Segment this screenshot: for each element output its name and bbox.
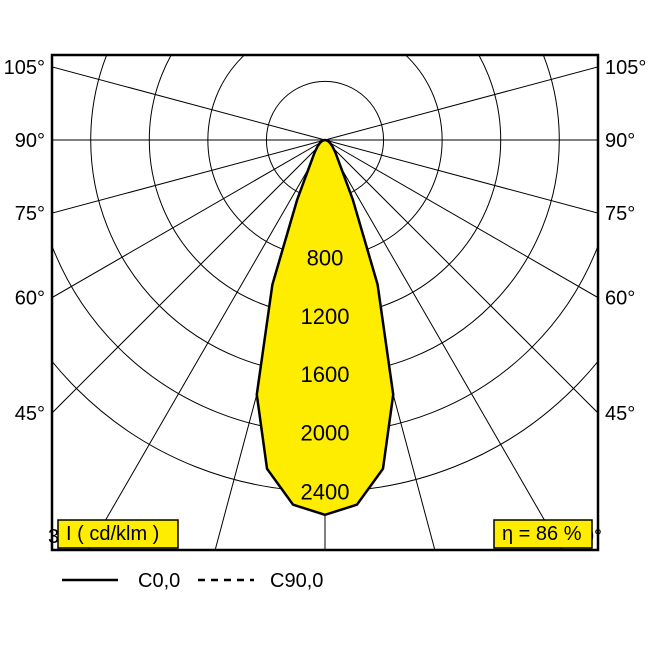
legend-c90-label: C90,0 — [270, 570, 323, 592]
angle-label-right: 60° — [605, 288, 635, 310]
intensity-label: 800 — [307, 245, 344, 270]
intensity-label: 1200 — [301, 304, 350, 329]
angle-label-right: 90° — [605, 130, 635, 152]
angle-label-left: 90° — [15, 130, 45, 152]
legend-right-text: η = 86 % — [502, 523, 582, 545]
intensity-label: 2000 — [301, 421, 350, 446]
intensity-label: 1600 — [301, 362, 350, 387]
angle-label-left: 60° — [15, 288, 45, 310]
angle-label-left: 45° — [15, 403, 45, 425]
angle-label-left: 105° — [4, 57, 45, 79]
angle-label-left: 75° — [15, 203, 45, 225]
angle-label-right: 45° — [605, 403, 635, 425]
legend-left-text: I ( cd/klm ) — [66, 523, 159, 545]
angle-label-right: 105° — [605, 57, 646, 79]
angle-label-right: 75° — [605, 203, 635, 225]
legend-c0-label: C0,0 — [138, 570, 180, 592]
intensity-label: 2400 — [301, 479, 350, 504]
chart-svg: 8001200160020002400105°90°75°60°45°30°10… — [0, 0, 650, 650]
photometric-diagram: 8001200160020002400105°90°75°60°45°30°10… — [0, 0, 650, 650]
